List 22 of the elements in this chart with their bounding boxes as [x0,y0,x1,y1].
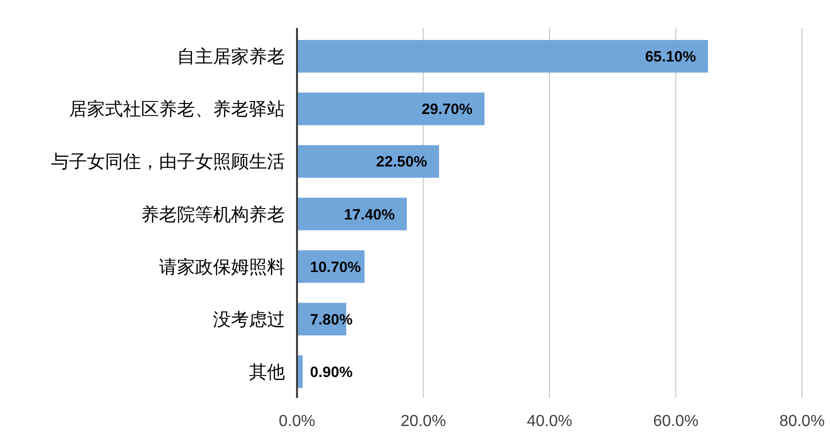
x-tick-label: 40.0% [526,413,572,430]
data-label: 22.50% [376,154,428,171]
y-tick-label: 请家政保姆照料 [159,256,285,277]
y-tick-label: 其他 [249,362,285,382]
x-tick-label: 60.0% [653,413,698,430]
data-label: 0.90% [310,364,353,381]
y-tick-label: 自主居家养老 [177,46,285,67]
bar [297,198,407,230]
x-tick-label: 0.0% [278,413,316,430]
bar [297,145,440,178]
data-label: 10.70% [310,258,361,276]
x-tick-label: 20.0% [400,413,446,430]
bar [297,40,708,73]
x-tick-label: 80.0% [779,413,825,430]
y-tick-label: 没考虑过 [213,309,285,330]
y-tick-label: 养老院等机构养老 [141,204,285,224]
bar [297,92,484,126]
data-label: 17.40% [344,206,395,224]
data-label: 65.10% [645,48,696,66]
data-label: 29.70% [422,101,472,118]
y-tick-label: 居家式社区养老、养老驿站 [69,99,285,120]
y-tick-label: 与子女同住，由子女照顾生活 [51,152,285,172]
